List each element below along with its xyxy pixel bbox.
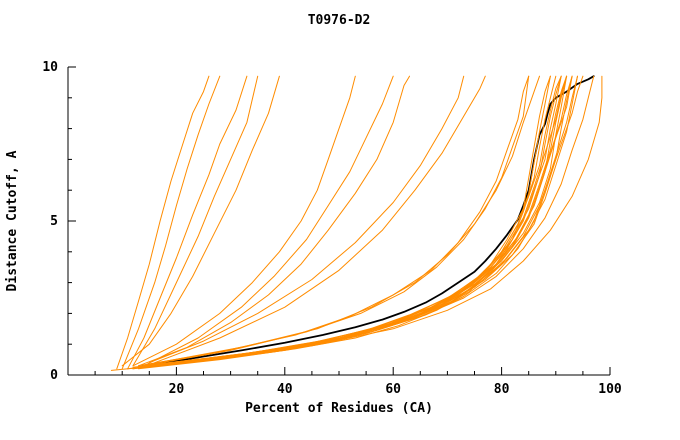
model-curve <box>127 75 248 370</box>
x-tick-label: 40 <box>277 382 293 397</box>
model-curve <box>175 75 603 364</box>
model-curve <box>138 75 530 367</box>
model-curve <box>127 75 551 370</box>
x-tick-label: 20 <box>169 382 185 397</box>
x-tick-label: 80 <box>494 382 510 397</box>
x-tick-label: 60 <box>385 382 401 397</box>
reference-curve <box>137 75 595 369</box>
model-curve <box>138 75 568 368</box>
model-curve <box>148 75 465 364</box>
model-curve <box>148 75 573 367</box>
model-curve <box>132 75 356 367</box>
x-axis-label: Percent of Residues (CA) <box>245 401 433 416</box>
model-curve <box>121 75 221 370</box>
model-curve <box>148 75 568 367</box>
model-curve <box>110 75 551 371</box>
model-curve <box>148 75 540 365</box>
model-curve <box>138 75 568 370</box>
model-curve <box>154 75 486 364</box>
model-curve <box>143 75 568 367</box>
model-curve <box>138 75 410 367</box>
model-curve <box>154 75 573 365</box>
chart-title: T0976-D2 <box>308 13 371 28</box>
model-curve <box>143 75 530 367</box>
model-curve <box>132 75 259 367</box>
model-curve <box>132 75 562 368</box>
series-layer <box>110 75 603 371</box>
model-curve <box>138 75 578 368</box>
y-axis-label: Distance Cutoff, A <box>5 150 20 291</box>
model-curve <box>116 75 210 370</box>
axes-layer: 20 40 60 80 100 0 5 10 <box>42 60 622 397</box>
model-curve <box>132 75 562 370</box>
model-curve <box>132 75 557 370</box>
x-tick-label: 100 <box>598 382 622 397</box>
y-tick-label: 10 <box>42 60 58 75</box>
y-tick-label: 5 <box>50 214 58 229</box>
y-tick-label: 0 <box>50 368 58 383</box>
model-curve <box>154 75 573 367</box>
model-curve <box>121 75 280 367</box>
model-curve <box>143 75 394 367</box>
model-curve <box>143 75 562 368</box>
